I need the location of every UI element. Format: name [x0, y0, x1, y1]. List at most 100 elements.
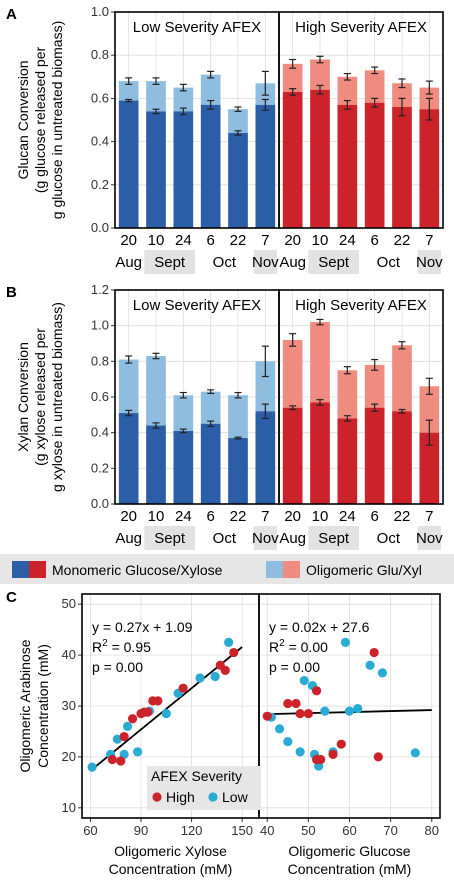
point-low-severity — [210, 671, 220, 682]
bar-oligomeric — [146, 355, 166, 426]
bar-oligomeric — [173, 395, 194, 431]
error-bar-total — [261, 70, 269, 96]
point-high-severity — [283, 698, 293, 709]
point-high-severity — [295, 709, 305, 719]
facet-frame — [278, 11, 444, 229]
bar-monomeric — [228, 132, 248, 228]
panel-b-xylan-chart: Xylan Conversion (g xylose released per g … — [15, 282, 444, 550]
legend-background — [0, 554, 454, 584]
fit-equation: y = 0.02x + 27.6 — [269, 619, 370, 635]
point-low-severity — [133, 747, 143, 757]
x-day-label: 22 — [230, 508, 247, 525]
facet-frame — [278, 289, 444, 505]
x-day-label: 22 — [230, 232, 247, 249]
x-day-label: 10 — [312, 508, 329, 525]
error-bar-monomeric — [261, 403, 269, 419]
x-month-label: Nov — [252, 254, 279, 271]
bar-monomeric — [228, 438, 248, 504]
r-value: = 0.95 — [108, 639, 151, 655]
y-tick-label: 1.0 — [91, 318, 109, 333]
bar-monomeric — [282, 407, 303, 504]
x-day-label: 24 — [175, 508, 192, 525]
month-band — [417, 526, 441, 550]
x-day-label: 7 — [425, 508, 433, 525]
x-day-label: 10 — [148, 508, 165, 525]
error-bar-total — [152, 352, 160, 360]
x-axis-title-line: Oligomeric Glucose — [288, 843, 410, 859]
x-month-label: Aug — [279, 530, 306, 547]
bar-oligomeric — [337, 370, 358, 419]
point-high-severity — [107, 754, 117, 765]
error-bar-total — [398, 341, 406, 350]
error-bar-monomeric — [207, 420, 215, 428]
bar-oligomeric — [310, 59, 330, 90]
y-tick-label: 0.0 — [91, 220, 109, 235]
error-bar-total — [234, 391, 242, 399]
facet-high-severity: High Severity AFEX 20 10 24 6 22 7 Aug Sept Oct No… — [278, 289, 444, 550]
y-axis-title-line: g xylose in untreated biomass) — [49, 302, 65, 492]
x-axis-title-line: Concentration (mM) — [109, 861, 233, 877]
error-bar-total — [316, 318, 324, 326]
bar-monomeric — [364, 407, 385, 504]
legend-mono-swatch-blue — [12, 561, 29, 578]
bar-monomeric — [200, 423, 221, 504]
bar-monomeric — [146, 425, 166, 504]
error-bar-monomeric — [343, 99, 351, 110]
bar-monomeric — [255, 104, 276, 228]
legend-high-marker — [152, 792, 162, 802]
point-high-severity — [220, 665, 230, 675]
x-day-label: 20 — [284, 232, 301, 249]
error-bar-monomeric — [289, 405, 297, 411]
point-high-severity — [153, 696, 163, 706]
bar-monomeric — [392, 107, 412, 228]
x-day-label: 22 — [394, 508, 411, 525]
point-high-severity — [316, 754, 326, 765]
error-bar-monomeric — [234, 130, 242, 136]
error-bar-monomeric — [425, 419, 433, 446]
error-bar-total — [234, 106, 242, 112]
error-bar-total — [289, 333, 297, 347]
error-bar-monomeric — [371, 97, 379, 108]
panel-label-b: B — [6, 284, 17, 301]
x-month-label: Oct — [213, 254, 237, 271]
bar-monomeric — [337, 104, 358, 228]
x-day-label: 7 — [425, 232, 433, 249]
x-month-label: Oct — [377, 254, 401, 271]
facet-label: High Severity AFEX — [295, 19, 427, 36]
x-tick-label: 120 — [181, 823, 203, 838]
x-tick-label: 70 — [383, 823, 397, 838]
point-high-severity — [336, 739, 346, 749]
x-day-label: 24 — [339, 508, 356, 525]
x-axis-title-line: Oligomeric Xylose — [114, 843, 227, 859]
y-tick-label: 0.0 — [91, 496, 109, 511]
bar-monomeric — [255, 411, 276, 504]
point-low-severity — [365, 660, 375, 670]
error-bar-total — [371, 66, 379, 75]
scatter-legend-box — [147, 766, 261, 810]
point-low-severity — [320, 706, 330, 716]
point-low-severity — [161, 709, 171, 719]
x-day-label: 22 — [394, 232, 411, 249]
facet-low-severity: Low Severity AFEX 20 10 24 6 22 7 Aug Sept Oct Nov — [114, 11, 280, 274]
point-low-severity — [274, 724, 285, 734]
y-axis-title-line: Xylan Conversion — [15, 342, 31, 452]
error-bar-total — [207, 70, 215, 79]
legend-low-marker — [208, 792, 218, 802]
x-day-label: 6 — [206, 508, 214, 525]
point-low-severity — [195, 673, 205, 683]
y-tick-label: 0.8 — [91, 353, 109, 368]
x-day-label: 6 — [370, 508, 378, 525]
bar-monomeric — [392, 411, 412, 504]
error-bar-monomeric — [152, 422, 160, 429]
point-low-severity — [353, 703, 363, 714]
x-month-label: Aug — [279, 254, 306, 271]
point-high-severity — [178, 683, 188, 693]
x-month-label: Aug — [115, 530, 142, 547]
point-low-severity — [122, 721, 133, 731]
y-tick-label: 0.2 — [91, 177, 109, 192]
bar-oligomeric — [392, 345, 412, 412]
bar-monomeric — [200, 104, 221, 228]
fit-p-value: p = 0.00 — [92, 659, 143, 675]
y-tick-label: 20 — [62, 749, 76, 764]
point-high-severity — [328, 749, 338, 759]
